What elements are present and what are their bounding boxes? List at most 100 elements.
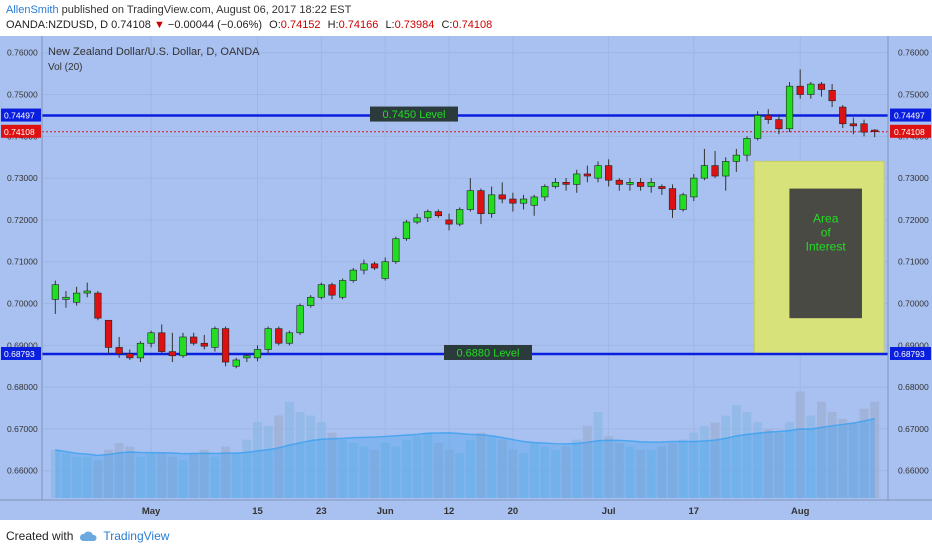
zone-inner-box: [789, 188, 862, 319]
volume-bar: [199, 449, 209, 498]
tradingview-brand[interactable]: TradingView: [103, 529, 170, 543]
candle-down: [764, 115, 772, 120]
level-label: 0.7450 Level: [383, 109, 446, 121]
candle-up: [647, 182, 655, 187]
volume-bar: [657, 446, 667, 498]
volume-bar: [444, 449, 454, 498]
volume-bar: [61, 453, 71, 498]
y-tick-label-right: 0.67000: [898, 424, 929, 434]
price-change: −0.00044 (−0.06%): [167, 19, 263, 31]
symbol: OANDA:NZDUSD, D: [6, 19, 109, 31]
author-link[interactable]: AllenSmith: [6, 4, 59, 16]
low-value: 0.73984: [394, 19, 435, 31]
volume-bar: [827, 412, 837, 498]
footer-bar: Created with TradingView: [0, 520, 932, 550]
volume-bar: [817, 401, 826, 498]
candle-down: [328, 284, 336, 296]
volume-bar: [572, 439, 582, 498]
candle-down: [839, 106, 847, 125]
volume-bar: [135, 456, 145, 498]
volume-bar: [359, 446, 369, 498]
candle-up: [785, 85, 794, 130]
x-tick-label: 17: [688, 506, 699, 517]
candle-down: [200, 342, 208, 347]
y-tick-label-left: 0.72000: [7, 215, 38, 225]
candle-up: [594, 165, 602, 179]
volume-bar: [625, 446, 635, 498]
candle-up: [232, 359, 240, 367]
close-value: 0.74108: [452, 19, 493, 31]
volume-bar: [519, 453, 528, 498]
y-tick-label-left: 0.76000: [7, 48, 38, 58]
candle-up: [551, 182, 560, 187]
candle-up: [392, 238, 400, 263]
volume-bar: [731, 405, 741, 498]
candle-up: [541, 186, 549, 198]
volume-bar: [231, 453, 241, 498]
volume-ma-area: [55, 418, 875, 498]
candlesticks: [51, 69, 879, 369]
y-tick-label-right: 0.73000: [898, 173, 929, 183]
volume-bar: [189, 453, 199, 498]
volume-bar: [93, 460, 103, 498]
price-tag-left: 0.74108: [4, 127, 35, 137]
volume-bar: [327, 432, 337, 498]
candle-up: [73, 292, 81, 303]
candle-up: [488, 194, 496, 214]
volume-bar: [529, 443, 539, 498]
candle-up: [456, 209, 464, 225]
volume-bar: [476, 432, 486, 498]
candle-down: [583, 173, 591, 177]
volume-bar: [167, 456, 177, 498]
candle-up: [690, 177, 698, 198]
candle-up: [519, 198, 528, 204]
y-tick-label-right: 0.71000: [898, 257, 929, 267]
candle-down: [828, 90, 836, 102]
candle-down: [434, 211, 442, 217]
volume-bar: [838, 418, 848, 498]
candle-down: [94, 292, 102, 319]
volume-bars: [50, 391, 880, 498]
volume-bar: [689, 432, 699, 498]
candle-up: [62, 296, 70, 300]
volume-bar: [785, 422, 795, 498]
volume-bar: [870, 401, 880, 498]
candle-down: [668, 188, 677, 210]
x-tick-label: Jul: [602, 506, 616, 517]
candle-down: [871, 129, 879, 133]
candle-up: [573, 173, 581, 185]
high-value: 0.74166: [338, 19, 379, 31]
chart-area[interactable]: Area of Interest 0.7450 Level 0.6880 Level …: [0, 36, 932, 520]
y-tick-label-left: 0.73000: [7, 173, 38, 183]
candle-down: [796, 85, 804, 95]
candle-down: [370, 263, 379, 269]
candle-down: [849, 123, 857, 127]
price-tag-right: 0.68793: [894, 349, 925, 359]
y-tick-label-right: 0.70000: [898, 299, 929, 309]
candle-up: [136, 342, 145, 359]
y-tick-label-left: 0.68000: [7, 382, 38, 392]
y-tick-label-right: 0.69000: [898, 340, 929, 350]
volume-ma-line: [55, 418, 875, 457]
volume-bar: [178, 460, 188, 498]
level-label-bg: [370, 106, 458, 122]
zone-label-line: Interest: [806, 240, 847, 254]
candle-up: [211, 328, 219, 348]
candle-down: [477, 190, 485, 214]
volume-bar: [710, 422, 720, 498]
candle-down: [615, 179, 623, 185]
volume-bar: [508, 449, 518, 498]
candle-down: [817, 83, 826, 90]
candle-up: [754, 115, 762, 139]
candle-up: [381, 261, 389, 279]
candle-up: [349, 269, 357, 281]
volume-bar: [82, 456, 92, 498]
candle-up: [530, 196, 538, 206]
volume-bar: [284, 401, 294, 498]
volume-bar: [742, 412, 752, 498]
volume-bar: [423, 432, 433, 498]
y-tick-label-right: 0.68000: [898, 382, 929, 392]
candle-up: [253, 349, 262, 359]
price-tag-right: 0.74497: [894, 111, 925, 121]
